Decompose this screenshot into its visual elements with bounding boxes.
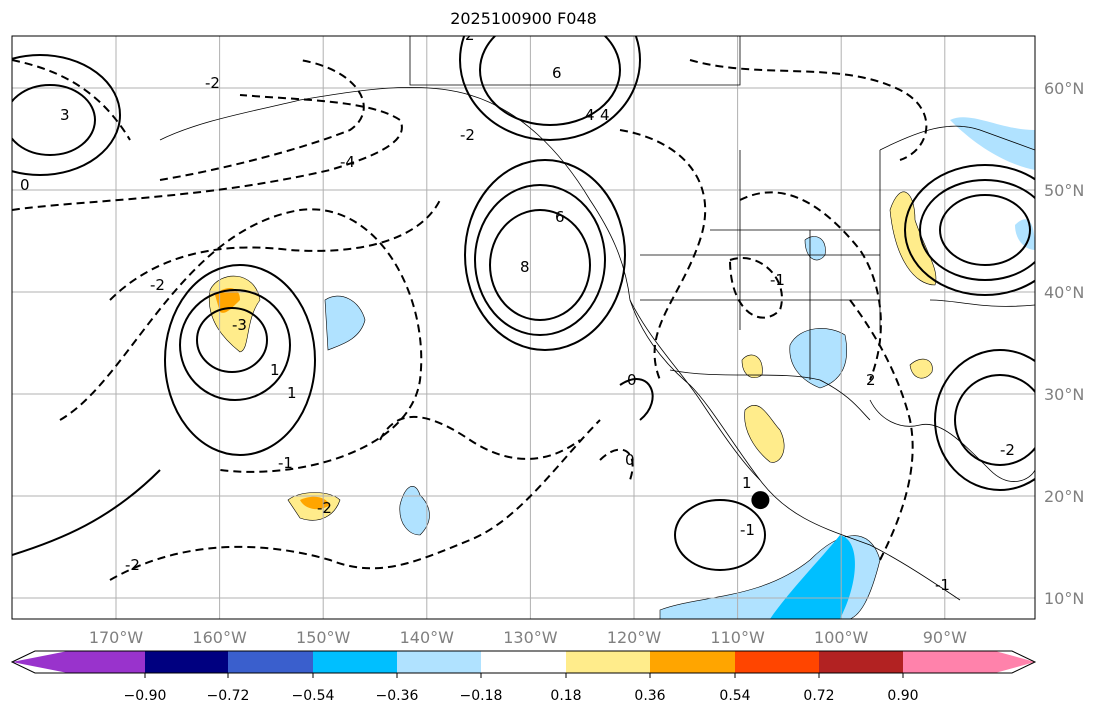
lon-tick-label: 120°W bbox=[607, 628, 662, 647]
dashed-contours bbox=[12, 59, 928, 581]
latitude-tick-labels: 60°N 50°N 40°N 30°N 20°N 10°N bbox=[1044, 79, 1084, 608]
contour-label: -2 bbox=[125, 556, 140, 574]
contour-label: 0 bbox=[627, 371, 637, 389]
colorbar-label: −0.18 bbox=[460, 688, 503, 704]
solid-contours bbox=[12, 36, 1035, 571]
contour-label: -2 bbox=[460, 126, 475, 144]
colorbar-segment bbox=[650, 651, 735, 673]
colorbar-segment bbox=[481, 651, 566, 673]
contour-label: 6 bbox=[552, 64, 562, 82]
lat-tick-label: 10°N bbox=[1044, 589, 1084, 608]
colorbar-label: 0.90 bbox=[887, 688, 918, 704]
colorbar-label: −0.90 bbox=[124, 688, 167, 704]
contour-label: 3 bbox=[60, 106, 70, 124]
colorbar-segment bbox=[68, 651, 145, 673]
colorbar: −0.90 −0.72 −0.54 −0.36 −0.18 0.18 0.36 0.54 0.7… bbox=[10, 650, 1037, 704]
map-frame bbox=[11, 35, 1036, 620]
contour-label: -2 bbox=[1000, 441, 1015, 459]
lat-tick-label: 20°N bbox=[1044, 487, 1084, 506]
colorbar-label: 0.18 bbox=[550, 688, 581, 704]
colorbar-segment bbox=[313, 651, 397, 673]
lat-tick-label: 40°N bbox=[1044, 283, 1084, 302]
contour-label: -1 bbox=[770, 271, 785, 289]
contour-label: -1 bbox=[935, 576, 950, 594]
colorbar-segment bbox=[819, 651, 903, 673]
contour-label: -1 bbox=[278, 454, 293, 472]
contour-label: 1 bbox=[287, 384, 297, 402]
coastlines bbox=[159, 36, 1035, 601]
shaded-patches bbox=[208, 117, 1035, 619]
gridlines bbox=[12, 36, 1035, 619]
colorbar-segment bbox=[566, 651, 650, 673]
contour-label: -2 bbox=[150, 276, 165, 294]
lat-tick-label: 60°N bbox=[1044, 79, 1084, 98]
contour-label: -3 bbox=[232, 316, 247, 334]
colorbar-segment bbox=[903, 651, 995, 673]
lon-tick-label: 150°W bbox=[296, 628, 351, 647]
colorbar-label: −0.72 bbox=[207, 688, 250, 704]
contour-label: 2 bbox=[866, 371, 876, 389]
contour-label: 1 bbox=[742, 474, 752, 492]
lon-tick-label: 160°W bbox=[192, 628, 247, 647]
contour-labels: -4 -2 2 4 6 -2 -3 3 6 8 -1 1 0 -1 -2 -2 4 1 -1 0 -2 -1 2 -2 0 1 bbox=[20, 26, 1015, 594]
colorbar-extend-high bbox=[995, 651, 1035, 673]
lon-tick-label: 130°W bbox=[503, 628, 558, 647]
contour-label: 8 bbox=[520, 258, 530, 276]
contour-label: 4 bbox=[585, 106, 595, 124]
contour-label: -2 bbox=[317, 499, 332, 517]
contour-label: 6 bbox=[555, 208, 565, 226]
colorbar-label: 0.36 bbox=[634, 688, 665, 704]
lon-tick-label: 100°W bbox=[814, 628, 869, 647]
colorbar-label: 0.54 bbox=[719, 688, 750, 704]
location-marker bbox=[751, 491, 770, 510]
colorbar-extend-low bbox=[12, 651, 68, 673]
lat-tick-label: 30°N bbox=[1044, 385, 1084, 404]
colorbar-segment bbox=[228, 651, 313, 673]
colorbar-segment bbox=[145, 651, 228, 673]
colorbar-label: −0.36 bbox=[376, 688, 419, 704]
contour-label: -1 bbox=[740, 521, 755, 539]
lon-tick-label: 90°W bbox=[923, 628, 967, 647]
contour-label: -2 bbox=[205, 74, 220, 92]
colorbar-label: −0.54 bbox=[292, 688, 335, 704]
contour-label: 0 bbox=[20, 176, 30, 194]
colorbar-label: 0.72 bbox=[803, 688, 834, 704]
lon-tick-label: 170°W bbox=[89, 628, 144, 647]
contour-label: 0 bbox=[625, 451, 635, 469]
contour-label: 1 bbox=[270, 361, 280, 379]
colorbar-segment bbox=[735, 651, 819, 673]
colorbar-outline bbox=[10, 650, 1037, 674]
contour-label: -4 bbox=[340, 153, 355, 171]
lon-tick-label: 110°W bbox=[710, 628, 765, 647]
lon-tick-label: 140°W bbox=[400, 628, 455, 647]
contour-label: 2 bbox=[465, 26, 475, 44]
contour-label: 4 bbox=[600, 106, 610, 124]
colorbar-segment bbox=[397, 651, 481, 673]
lat-tick-label: 50°N bbox=[1044, 181, 1084, 200]
map-area: -4 -2 2 4 6 -2 -3 3 6 8 -1 1 0 -1 -2 -2 4 1 -1 0 -2 -1 2 -2 0 1 bbox=[12, 26, 1035, 619]
chart-title: 2025100900 F048 bbox=[450, 9, 597, 28]
longitude-tick-labels: 170°W 160°W 150°W 140°W 130°W 120°W 110°W 100°W… bbox=[89, 628, 967, 647]
